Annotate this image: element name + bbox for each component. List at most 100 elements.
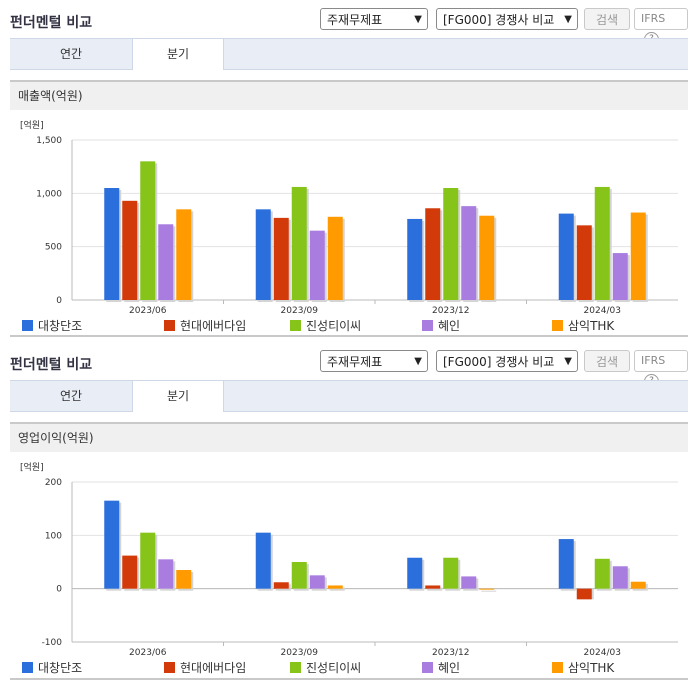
statement-select[interactable]: 주재무제표 ▼ [320, 350, 428, 372]
tab-annual[interactable]: 연간 [59, 389, 83, 403]
bar [576, 225, 592, 300]
revenue-chart: [억원] 0 500 1,000 1,500 2023/06 2023/09 2023/12 2… [20, 119, 678, 333]
panel-header: 펀더멘털 비교 주재무제표 ▼ [FG000] 경쟁사 비교 ▼ 검색 IFRS… [0, 342, 696, 389]
bar [576, 588, 592, 600]
statement-select[interactable]: 주재무제표 ▼ [320, 8, 428, 30]
y-tick-label: 0 [56, 296, 62, 306]
legend-label: 현대에버다임 [180, 319, 246, 333]
legend-swatch [290, 320, 301, 331]
x-tick-label: 2023/12 [432, 648, 469, 658]
bar [443, 188, 459, 300]
y-tick-label: 1,000 [36, 189, 62, 199]
operating-profit-chart: [억원] -100 0 100 200 2023/06 2023/09 2023/12 2024… [20, 461, 678, 675]
chevron-down-icon: ▼ [564, 356, 572, 367]
legend-swatch [422, 320, 433, 331]
bar [425, 585, 441, 589]
bar [273, 582, 289, 589]
bar [176, 209, 192, 300]
bar [594, 558, 610, 589]
bar [291, 186, 307, 300]
bar [273, 217, 289, 300]
bar [140, 532, 156, 589]
divider [10, 678, 688, 680]
bar [630, 212, 646, 300]
divider [10, 335, 688, 337]
peer-select-value: [FG000] 경쟁사 비교 [443, 13, 555, 27]
y-tick-label: 0 [56, 585, 62, 595]
bar [327, 216, 343, 300]
tab-quarterly[interactable]: 분기 [132, 381, 224, 412]
bar [612, 566, 628, 589]
bar [140, 161, 156, 300]
search-button[interactable]: 검색 [584, 8, 630, 30]
bar-shadow [329, 587, 345, 591]
legend-label: 진성티이씨 [306, 319, 361, 333]
period-tabs: 연간 분기 [10, 38, 688, 70]
legend-label: 대창단조 [38, 661, 82, 675]
bar [407, 218, 423, 300]
bar [309, 230, 325, 300]
bar [612, 253, 628, 300]
bar [291, 562, 307, 589]
bar [630, 581, 646, 589]
peer-select[interactable]: [FG000] 경쟁사 비교 ▼ [436, 8, 578, 30]
legend-swatch [290, 662, 301, 673]
y-tick-label: 500 [45, 243, 62, 253]
panel-header: 펀더멘털 비교 주재무제표 ▼ [FG000] 경쟁사 비교 ▼ 검색 IFRS… [0, 0, 696, 47]
legend-label: 현대에버다임 [180, 661, 246, 675]
legend-swatch [552, 662, 563, 673]
statement-select-value: 주재무제표 [327, 13, 383, 27]
panel-title: 펀더멘털 비교 [10, 357, 93, 373]
legend-label: 혜인 [438, 661, 460, 675]
ifrs-toggle[interactable]: IFRS? [634, 8, 688, 47]
y-tick-label: 200 [45, 478, 62, 488]
ifrs-label: IFRS [641, 354, 666, 367]
unit-label: [억원] [20, 461, 44, 473]
y-tick-label: -100 [42, 638, 63, 648]
legend-swatch [22, 662, 33, 673]
bar [104, 188, 120, 300]
bar [558, 539, 574, 589]
chevron-down-icon: ▼ [414, 14, 422, 25]
ifrs-label: IFRS [641, 12, 666, 25]
bar [479, 588, 495, 590]
legend-swatch [552, 320, 563, 331]
x-tick-label: 2023/06 [129, 648, 167, 658]
chart-container-0: [억원] 0 500 1,000 1,500 2023/06 2023/09 2023/12 2… [10, 110, 688, 340]
chart-container-1: [억원] -100 0 100 200 2023/06 2023/09 2023/12 2024… [10, 452, 688, 682]
legend-label: 삼익THK [568, 661, 615, 675]
legend-swatch [422, 662, 433, 673]
legend-label: 진성티이씨 [306, 661, 361, 675]
bar [255, 209, 271, 300]
panel-operating-profit: 펀더멘털 비교 주재무제표 ▼ [FG000] 경쟁사 비교 ▼ 검색 IFRS… [0, 342, 696, 682]
unit-label: [억원] [20, 119, 44, 131]
legend-swatch [164, 662, 175, 673]
legend-swatch [164, 320, 175, 331]
x-tick-label: 2023/09 [281, 306, 319, 316]
tab-quarterly[interactable]: 분기 [132, 39, 224, 70]
bar [407, 557, 423, 589]
tab-annual[interactable]: 연간 [59, 47, 83, 61]
x-tick-label: 2024/03 [584, 306, 621, 316]
search-button[interactable]: 검색 [584, 350, 630, 372]
bar [309, 575, 325, 589]
bar [104, 500, 120, 589]
ifrs-toggle[interactable]: IFRS? [634, 350, 688, 389]
legend-label: 삼익THK [568, 319, 615, 333]
legend-label: 혜인 [438, 319, 460, 333]
peer-select-value: [FG000] 경쟁사 비교 [443, 355, 555, 369]
legend-label: 대창단조 [38, 319, 82, 333]
x-tick-label: 2023/12 [432, 306, 469, 316]
bar [558, 213, 574, 300]
legend-swatch [22, 320, 33, 331]
bar [479, 215, 495, 300]
peer-select[interactable]: [FG000] 경쟁사 비교 ▼ [436, 350, 578, 372]
statement-select-value: 주재무제표 [327, 355, 383, 369]
bar [158, 224, 174, 300]
bar [443, 557, 459, 589]
panel-revenue: 펀더멘털 비교 주재무제표 ▼ [FG000] 경쟁사 비교 ▼ 검색 IFRS… [0, 0, 696, 340]
chart-subtitle: 영업이익(억원) [10, 422, 688, 452]
bar-shadow [427, 587, 443, 591]
bar [176, 570, 192, 589]
chevron-down-icon: ▼ [414, 356, 422, 367]
